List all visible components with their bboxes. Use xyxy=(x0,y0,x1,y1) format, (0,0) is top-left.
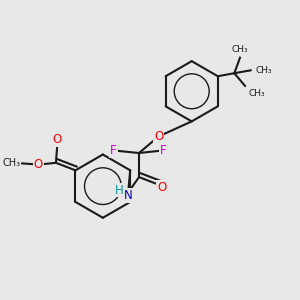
Text: O: O xyxy=(53,133,62,146)
Text: CH₃: CH₃ xyxy=(2,158,20,168)
Text: O: O xyxy=(154,130,163,143)
Text: CH₃: CH₃ xyxy=(255,66,272,75)
Text: O: O xyxy=(34,158,43,171)
Text: F: F xyxy=(160,144,166,157)
Text: O: O xyxy=(157,181,166,194)
Text: CH₃: CH₃ xyxy=(232,45,248,54)
Text: H: H xyxy=(115,184,124,196)
Text: CH₃: CH₃ xyxy=(248,89,265,98)
Text: F: F xyxy=(110,144,117,157)
Text: N: N xyxy=(124,189,132,202)
